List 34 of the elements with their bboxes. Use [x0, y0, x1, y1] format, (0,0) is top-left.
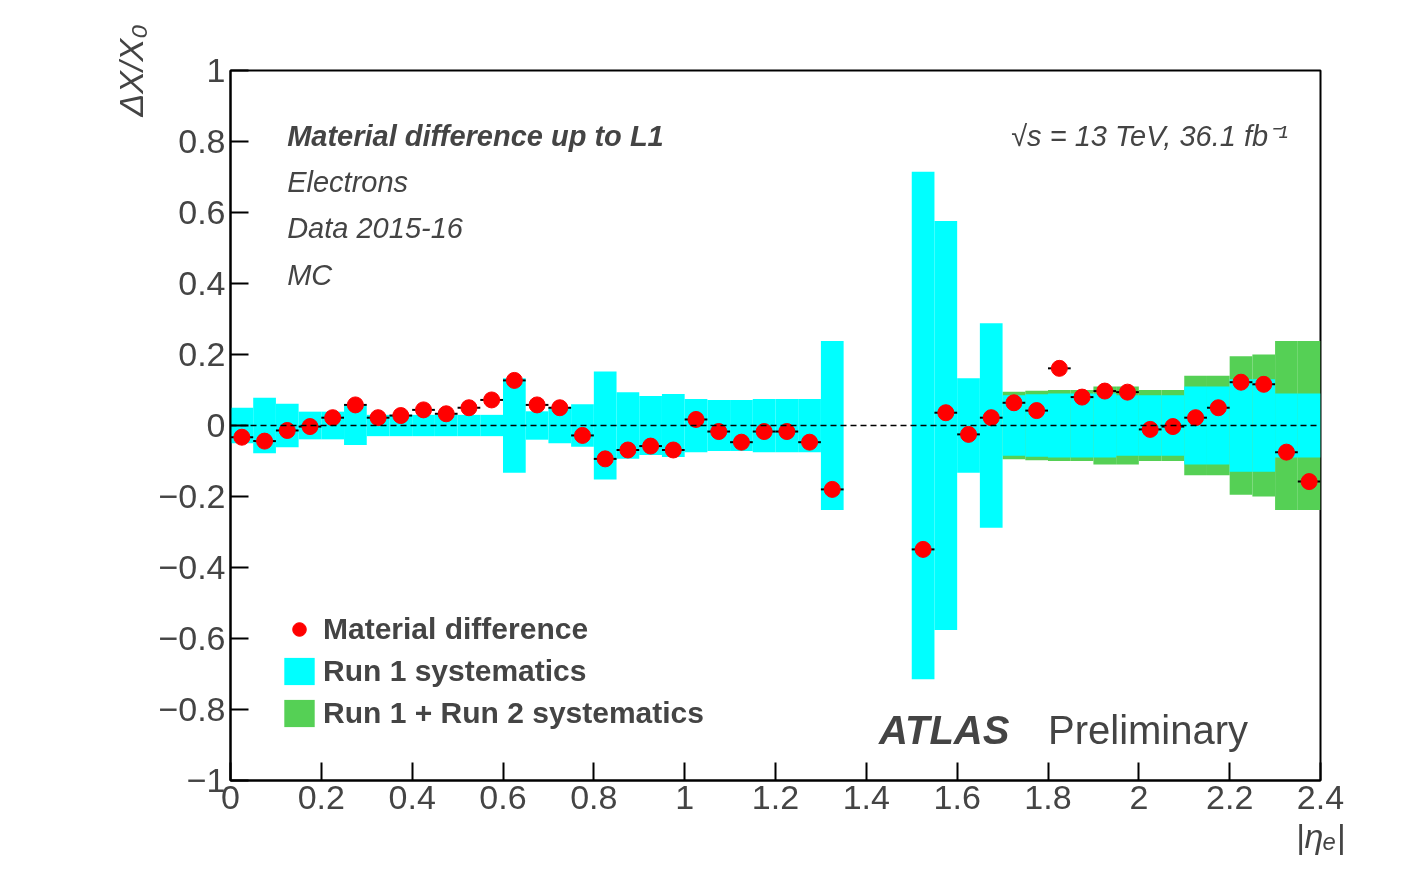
x-axis-title: |ηₑ|	[1295, 816, 1346, 855]
x-tick-label: 0.4	[388, 777, 436, 816]
y-tick-label: 0.4	[178, 264, 226, 302]
y-tick-label: 0	[206, 406, 226, 444]
legend-label: Run 1 systematics	[323, 654, 587, 688]
y-tick-label: −0.6	[158, 619, 226, 657]
y-tick-label: 0.6	[178, 193, 226, 231]
x-tick-label: 1.4	[842, 777, 890, 816]
y-tick-label: 0.8	[178, 122, 226, 160]
x-tick-label: 0.2	[297, 777, 345, 816]
y-tick-label: −0.2	[158, 477, 226, 515]
x-tick-label: 1.6	[933, 777, 981, 816]
x-tick-label: 1	[675, 777, 695, 816]
annotation: ATLAS	[878, 708, 1010, 753]
x-tick-label: 0.6	[479, 777, 527, 816]
x-tick-label: 2.4	[1296, 777, 1345, 816]
x-tick-label: 2.2	[1206, 777, 1254, 816]
y-tick-label: 0.2	[178, 335, 226, 373]
legend-label: Material difference	[323, 612, 589, 646]
y-tick-label: −0.4	[158, 548, 226, 586]
annotation: Material difference up to L1	[287, 120, 664, 153]
x-tick-label: 1.8	[1024, 777, 1072, 816]
annotation: MC	[287, 258, 334, 291]
x-tick-label: 1.2	[751, 777, 800, 816]
annotation: Electrons	[287, 166, 409, 199]
legend-label: Run 1 + Run 2 systematics	[323, 696, 704, 730]
y-tick-label: −0.8	[158, 690, 226, 728]
annotation: Data 2015-16	[287, 212, 464, 245]
annotation: √s = 13 TeV, 36.1 fb⁻¹	[1011, 120, 1289, 153]
y-tick-label: 1	[206, 51, 226, 89]
y-axis-title: ΔX/X₀	[112, 24, 151, 118]
x-tick-label: 2	[1129, 777, 1149, 816]
x-tick-label: 0.8	[570, 777, 618, 816]
annotation: Preliminary	[1048, 708, 1249, 753]
